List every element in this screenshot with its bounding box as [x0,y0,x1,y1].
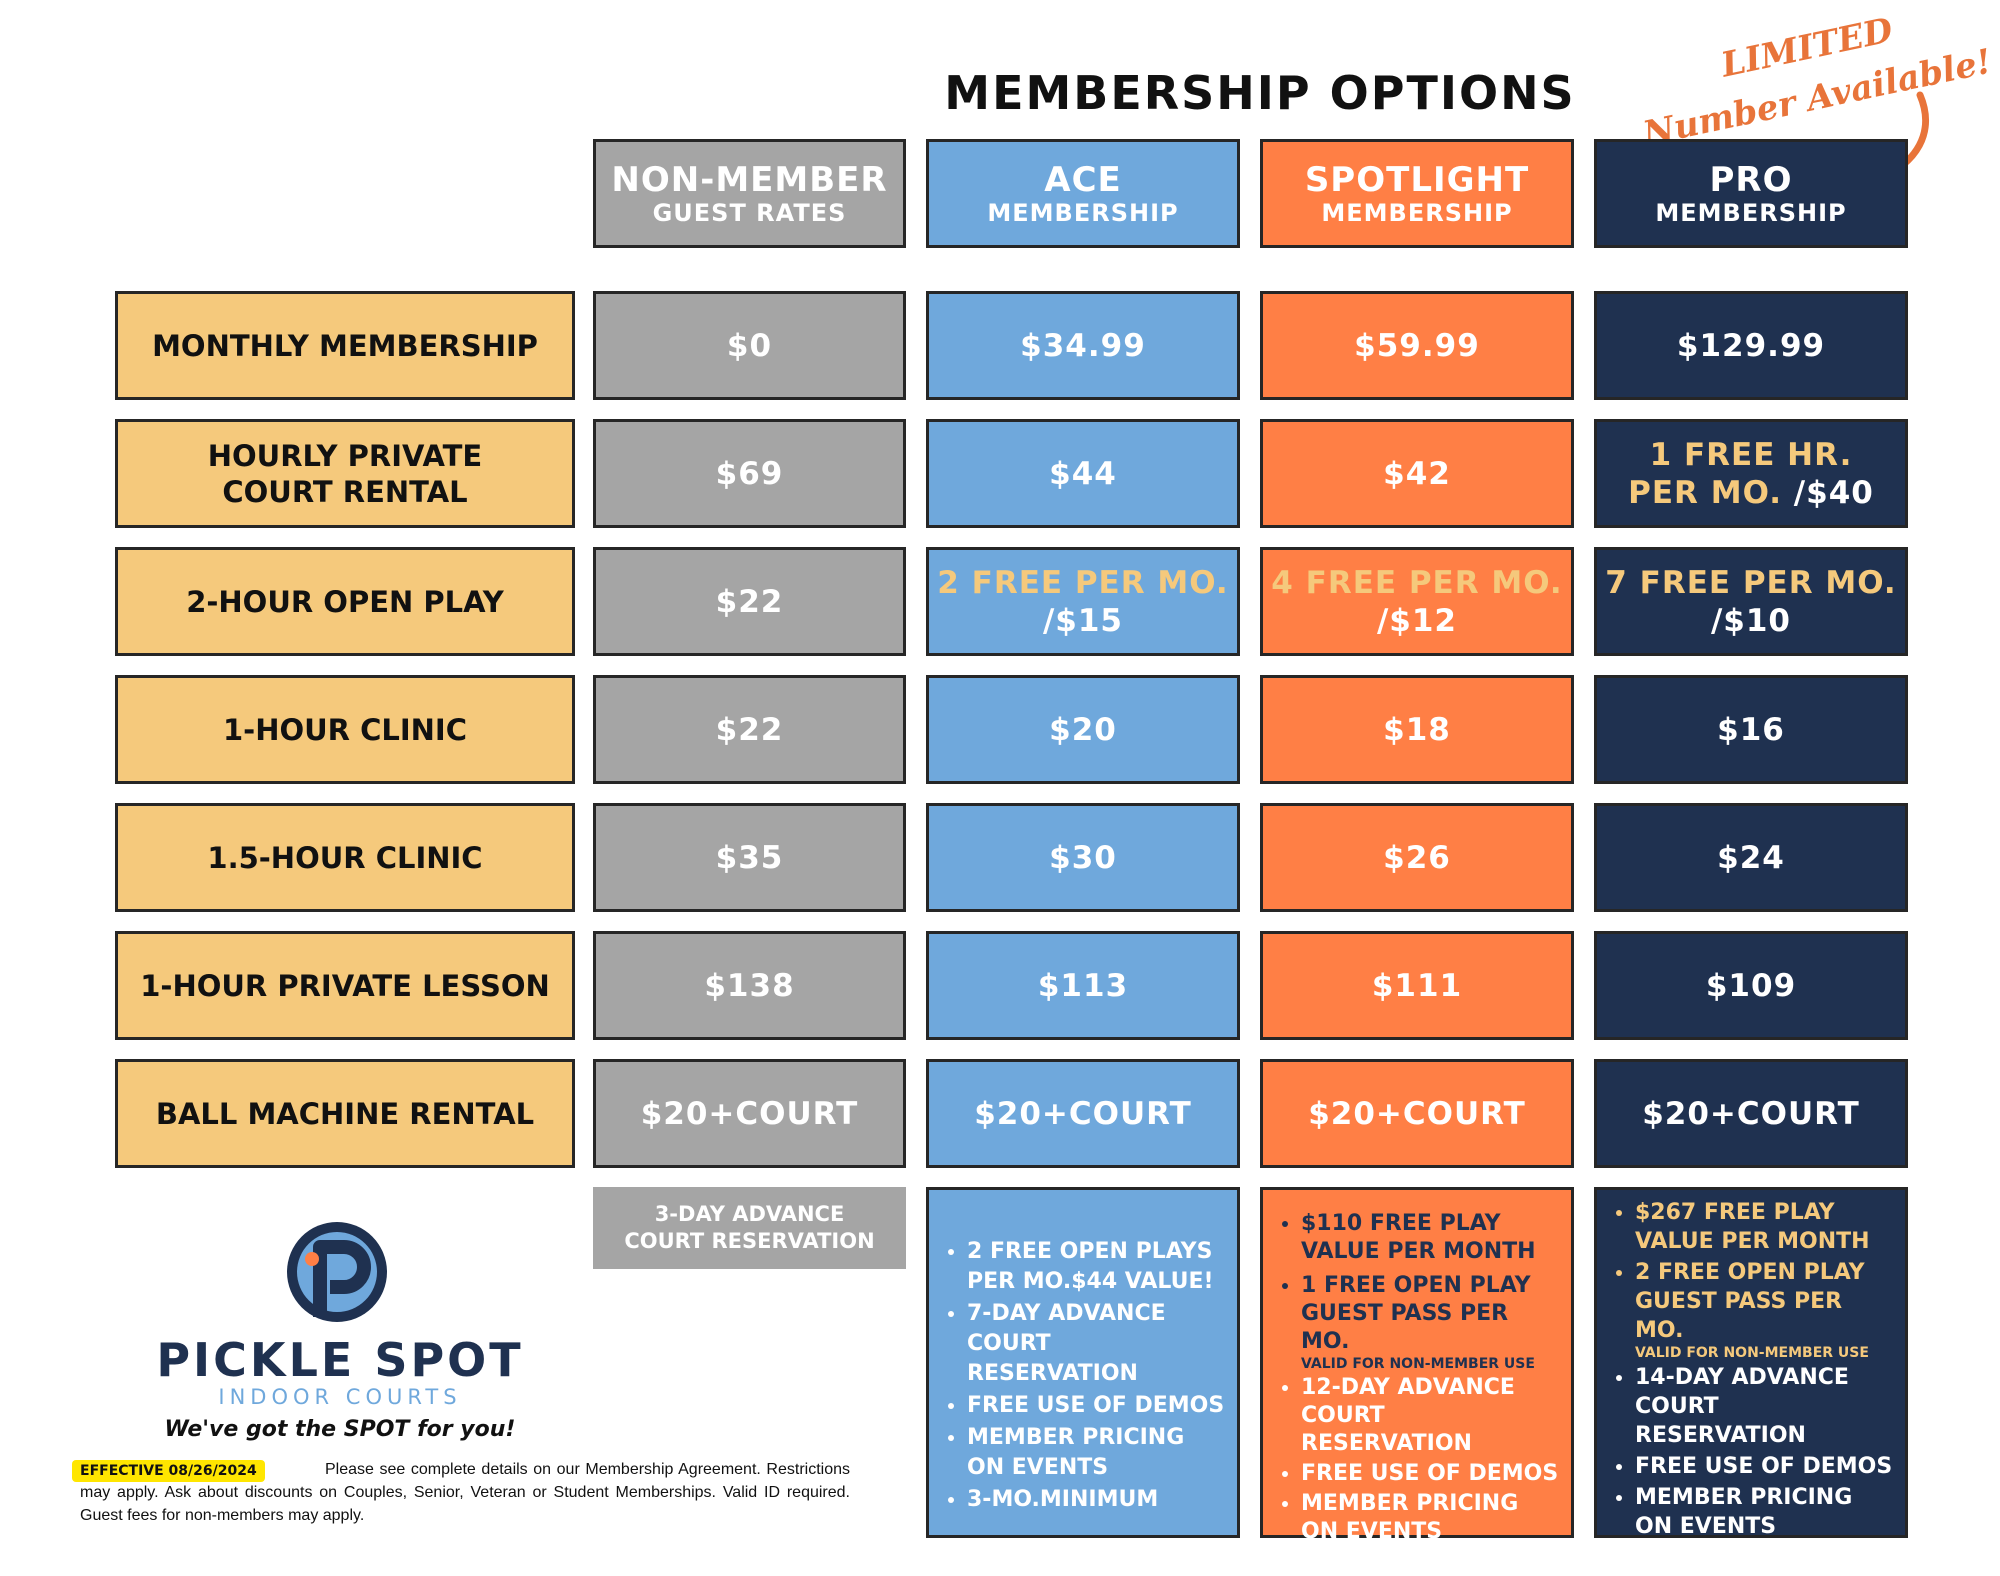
price-text: /$12 [1376,602,1458,639]
price-cell: $20+COURT [926,1059,1240,1168]
feature-list: 2 FREE OPEN PLAYS PER MO.$44 VALUE! 7-DA… [945,1237,1227,1515]
row-label-line: HOURLY PRIVATE [207,438,483,473]
price-cell-pro-court: 1 FREE HR. PER MO. /$40 [1594,419,1908,528]
free-plays-text: 2 FREE PER MO. [937,564,1229,601]
price-cell: $22 [593,675,906,784]
feature-item: 3-MO.MINIMUM [967,1485,1227,1515]
price-cell: $138 [593,931,906,1040]
price-cell: $35 [593,803,906,912]
price-cell: $20+COURT [1594,1059,1908,1168]
price-cell: $20+COURT [593,1059,906,1168]
feature-note: VALID FOR NON-MEMBER USE [1635,1345,1869,1361]
feature-item: $267 FREE PLAY VALUE PER MONTH [1635,1198,1895,1256]
logo-wordmark: PICKLE SPOT [156,1333,524,1387]
price-cell: $16 [1594,675,1908,784]
feature-note: VALID FOR NON-MEMBER USE [1301,1356,1535,1372]
feature-item: 14-DAY ADVANCE COURT RESERVATION [1635,1363,1895,1450]
price-cell: $0 [593,291,906,400]
column-title: ACE [1044,159,1122,200]
row-label-monthly-membership: MONTHLY MEMBERSHIP [115,291,575,400]
price-cell: $44 [926,419,1240,528]
feature-item: FREE USE OF DEMOS [1635,1452,1895,1481]
footnote-text: Please see complete details on our Membe… [80,1461,850,1524]
price-cell: $69 [593,419,906,528]
feature-item: 3-MO. MINIUMUM [1635,1543,1895,1572]
row-label-1hr-clinic: 1-HOUR CLINIC [115,675,575,784]
row-label-private-lesson: 1-HOUR PRIVATE LESSON [115,931,575,1040]
feature-text: 1 FREE OPEN PLAY GUEST PASS PER MO. [1301,1273,1531,1354]
price-cell-ace-open-play: 2 FREE PER MO. /$15 [926,547,1240,656]
price-cell: $59.99 [1260,291,1574,400]
price-cell: $22 [593,547,906,656]
price-text: /$40 [1782,474,1874,511]
feature-item: 2 FREE OPEN PLAYS PER MO.$44 VALUE! [967,1237,1227,1297]
spotlight-features-box: $110 FREE PLAY VALUE PER MONTH 1 FREE OP… [1260,1187,1574,1574]
feature-item: 1 FREE OPEN PLAY GUEST PASS PER MO. VALI… [1301,1272,1561,1372]
price-cell-spotlight-open-play: 4 FREE PER MO. /$12 [1260,547,1574,656]
non-member-reservation-note: 3-DAY ADVANCE COURT RESERVATION [593,1187,906,1269]
logo-tagline: We've got the SPOT for you! [164,1417,516,1442]
pickle-spot-logo: PICKLE SPOT INDOOR COURTS We've got the … [140,1215,540,1455]
pickle-ball-icon [287,1222,387,1322]
price-cell: $24 [1594,803,1908,912]
price-cell: $30 [926,803,1240,912]
feature-item: FREE USE OF DEMOS [967,1391,1227,1421]
price-cell: $26 [1260,803,1574,912]
column-header-non-member: NON-MEMBER GUEST RATES [593,139,906,248]
price-line: PER MO. /$40 [1628,474,1874,512]
feature-item: 3-MO. MINIMUM [1301,1548,1561,1576]
price-cell: $109 [1594,931,1908,1040]
feature-item: 2 FREE OPEN PLAY GUEST PASS PER MO. VALI… [1635,1258,1895,1361]
column-subtitle: MEMBERSHIP [1321,198,1513,227]
column-subtitle: GUEST RATES [652,198,847,227]
feature-item: MEMBER PRICING ON EVENTS [1635,1483,1895,1541]
row-label-open-play: 2-HOUR OPEN PLAY [115,547,575,656]
column-subtitle: MEMBERSHIP [987,198,1179,227]
price-cell: $20+COURT [1260,1059,1574,1168]
price-text: /$15 [1042,602,1124,639]
row-label-court-rental: HOURLY PRIVATE COURT RENTAL [115,419,575,528]
feature-item: 12-DAY ADVANCE COURT RESERVATION [1301,1374,1561,1458]
feature-list: $267 FREE PLAY VALUE PER MONTH 2 FREE OP… [1613,1198,1895,1572]
logo-subtitle: INDOOR COURTS [218,1385,462,1409]
per-month-text: PER MO. [1628,474,1783,511]
price-cell: $18 [1260,675,1574,784]
feature-item: 7-DAY ADVANCE COURT RESERVATION [967,1299,1227,1389]
row-label-line: COURT RENTAL [222,474,468,509]
feature-list: $110 FREE PLAY VALUE PER MONTH 1 FREE OP… [1279,1210,1561,1576]
pro-features-box: $267 FREE PLAY VALUE PER MONTH 2 FREE OP… [1594,1187,1908,1570]
price-cell: $20 [926,675,1240,784]
price-cell: $113 [926,931,1240,1040]
free-plays-text: 4 FREE PER MO. [1271,564,1563,601]
feature-text: 2 FREE OPEN PLAY GUEST PASS PER MO. [1635,1260,1865,1343]
feature-item: $110 FREE PLAY VALUE PER MONTH [1301,1210,1561,1266]
row-label-1-5hr-clinic: 1.5-HOUR CLINIC [115,803,575,912]
price-cell: $111 [1260,931,1574,1040]
column-subtitle: MEMBERSHIP [1655,198,1847,227]
column-header-spotlight: SPOTLIGHT MEMBERSHIP [1260,139,1574,248]
price-cell: $42 [1260,419,1574,528]
column-title: PRO [1709,159,1793,200]
price-cell: $129.99 [1594,291,1908,400]
effective-date-badge: EFFECTIVE 08/26/2024 [72,1460,265,1482]
column-title: SPOTLIGHT [1304,159,1530,200]
row-label-ball-machine: BALL MACHINE RENTAL [115,1059,575,1168]
note-line: 3-DAY ADVANCE [654,1202,845,1226]
feature-item: MEMBER PRICING ON EVENTS [967,1423,1227,1483]
price-cell-pro-open-play: 7 FREE PER MO. /$10 [1594,547,1908,656]
ace-features-box: 2 FREE OPEN PLAYS PER MO.$44 VALUE! 7-DA… [926,1187,1240,1538]
column-header-ace: ACE MEMBERSHIP [926,139,1240,248]
free-plays-text: 7 FREE PER MO. [1605,564,1897,601]
price-text: /$10 [1710,602,1792,639]
feature-item: MEMBER PRICING ON EVENTS [1301,1490,1561,1546]
page-title: MEMBERSHIP OPTIONS [944,66,1576,120]
free-hour-text: 1 FREE HR. [1649,436,1853,473]
column-title: NON-MEMBER [611,159,888,200]
note-line: COURT RESERVATION [624,1229,875,1253]
column-header-pro: PRO MEMBERSHIP [1594,139,1908,248]
price-cell: $34.99 [926,291,1240,400]
feature-item: FREE USE OF DEMOS [1301,1460,1561,1488]
